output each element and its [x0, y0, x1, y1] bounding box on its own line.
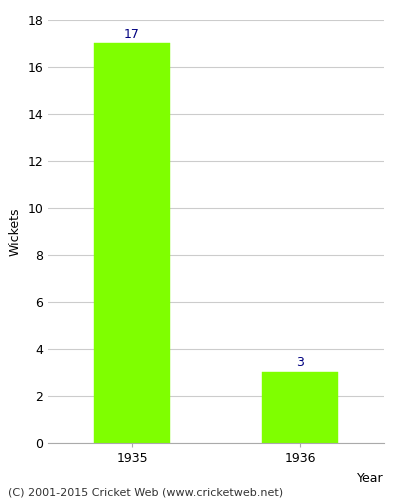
Text: Year: Year	[357, 472, 384, 485]
Text: 3: 3	[296, 356, 304, 370]
Bar	[262, 372, 338, 442]
Bar	[94, 44, 170, 442]
Text: 17: 17	[124, 28, 140, 40]
Text: (C) 2001-2015 Cricket Web (www.cricketweb.net): (C) 2001-2015 Cricket Web (www.cricketwe…	[8, 488, 283, 498]
Y-axis label: Wickets: Wickets	[9, 207, 22, 256]
